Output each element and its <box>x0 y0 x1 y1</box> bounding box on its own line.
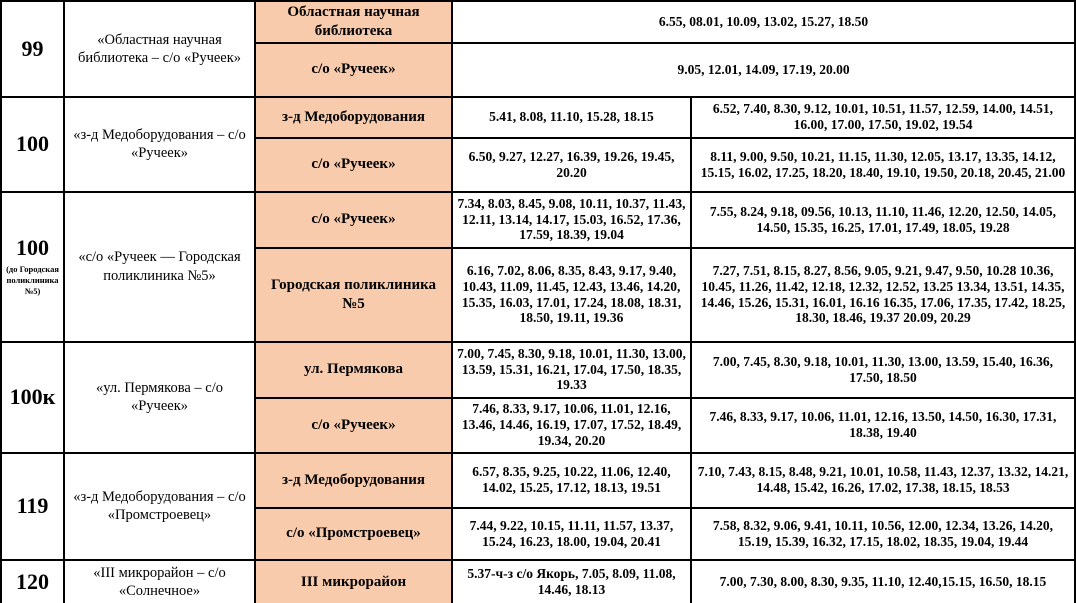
times-cell: 7.55, 8.24, 9.18, 09.56, 10.13, 11.10, 1… <box>690 190 1076 249</box>
times-cell: 6.55, 08.01, 10.09, 13.02, 15.27, 18.50 <box>451 0 1076 44</box>
times-cell: 8.11, 9.00, 9.50, 10.21, 11.15, 11.30, 1… <box>690 136 1076 193</box>
times-cell: 6.16, 7.02, 8.06, 8.35, 8.43, 9.17, 9.40… <box>451 246 692 343</box>
times-cell: 5.37-ч-з с/о Якорь, 7.05, 8.09, 11.08, 1… <box>451 558 692 603</box>
route-description-cell: «з-д Медоборудования – с/о «Промстроевец… <box>63 451 256 561</box>
times-cell: 7.27, 7.51, 8.15, 8.27, 8.56, 9.05, 9.21… <box>690 246 1076 343</box>
table-row: 100к «ул. Пермякова – с/о «Ручеек» ул. Пер… <box>0 340 1076 454</box>
route-number-cell: 100 <box>0 95 65 193</box>
times-cell: 7.46, 8.33, 9.17, 10.06, 11.01, 12.16, 1… <box>451 396 692 454</box>
stop-name-cell: III микрорайон <box>254 558 453 603</box>
route-number: 100к <box>9 383 56 409</box>
route-number: 120 <box>16 568 49 594</box>
table-row: Городская поликлиника №5 6.16, 7.02, 8.06… <box>1 246 1076 343</box>
route-description-cell: «ул. Пермякова – с/о «Ручеек» <box>63 340 256 454</box>
times-cell: 7.00, 7.45, 8.30, 9.18, 10.01, 11.30, 13… <box>451 340 692 399</box>
times-cell: 5.41, 8.08, 11.10, 15.28, 18.15 <box>451 95 692 139</box>
times-cell: 9.05, 12.01, 14.09, 17.19, 20.00 <box>451 41 1076 98</box>
route-description-cell: «III микрорайон – с/о «Солнечное» <box>63 558 256 603</box>
stop-name-cell: Областная научная библиотека <box>254 0 453 44</box>
times-cell: 7.10, 7.43, 8.15, 8.48, 9.21, 10.01, 10.… <box>690 451 1076 509</box>
route-note: (до Городская поликлиника №5) <box>6 263 59 296</box>
table-row: 100 «з-д Медоборудования – с/о «Ручеек» з-… <box>0 95 1076 193</box>
route-description-cell: «з-д Медоборудования – с/о «Ручеек» <box>63 95 256 193</box>
times-cell: 6.57, 8.35, 9.25, 10.22, 11.06, 12.40, 1… <box>451 451 692 509</box>
route-number: 99 <box>21 35 44 61</box>
table-row: 100 (до Городская поликлиника №5) «с/о «Ру… <box>0 190 1076 343</box>
stop-name-cell: с/о «Ручеек» <box>254 136 453 193</box>
route-number-cell: 119 <box>0 451 65 561</box>
route-number-cell: 99 <box>0 0 65 98</box>
times-cell: 7.00, 7.30, 8.00, 8.30, 9.35, 11.10, 12.… <box>690 558 1076 603</box>
table-row: с/о «Ручеек» 9.05, 12.01, 14.09, 17.19, 2… <box>1 41 1076 98</box>
table-row: 119 «з-д Медоборудования – с/о «Промстрое… <box>0 451 1076 561</box>
route-number: 100 <box>16 130 49 156</box>
times-cell: 7.44, 9.22, 10.15, 11.11, 11.57, 13.37, … <box>451 506 692 561</box>
times-cell: 7.34, 8.03, 8.45, 9.08, 10.11, 10.37, 11… <box>451 190 692 249</box>
table-row: с/о «Ручеек» 6.50, 9.27, 12.27, 16.39, 19… <box>1 136 1076 193</box>
stop-name-cell: ул. Пермякова <box>254 340 453 399</box>
times-cell: 6.50, 9.27, 12.27, 16.39, 19.26, 19.45, … <box>451 136 692 193</box>
route-description-cell: «с/о «Ручеек — Городская поликлиника №5» <box>63 190 256 343</box>
times-cell: 6.52, 7.40, 8.30, 9.12, 10.01, 10.51, 11… <box>690 95 1076 139</box>
route-number-cell: 100к <box>0 340 65 454</box>
route-number: 100 <box>16 235 49 261</box>
stop-name-cell: с/о «Ручеек» <box>254 396 453 454</box>
stop-name-cell: с/о «Промстроевец» <box>254 506 453 561</box>
table-row: 120 «III микрорайон – с/о «Солнечное» III … <box>0 558 1076 603</box>
stop-name-cell: с/о «Ручеек» <box>254 190 453 249</box>
route-number: 119 <box>16 492 49 518</box>
times-cell: 7.58, 8.32, 9.06, 9.41, 10.11, 10.56, 12… <box>690 506 1076 561</box>
stop-name-cell: Городская поликлиника №5 <box>254 246 453 343</box>
table-row: с/о «Ручеек» 7.46, 8.33, 9.17, 10.06, 11.… <box>1 396 1076 454</box>
times-cell: 7.00, 7.45, 8.30, 9.18, 10.01, 11.30, 13… <box>690 340 1076 399</box>
times-cell: 7.46, 8.33, 9.17, 10.06, 11.01, 12.16, 1… <box>690 396 1076 454</box>
table-row: 99 «Областная научная библиотека – с/о «Р… <box>0 0 1076 98</box>
route-number-cell: 100 (до Городская поликлиника №5) <box>0 190 65 343</box>
table-row: с/о «Промстроевец» 7.44, 9.22, 10.15, 11.… <box>1 506 1076 561</box>
stop-name-cell: з-д Медоборудования <box>254 95 453 139</box>
stop-name-cell: с/о «Ручеек» <box>254 41 453 98</box>
route-number-cell: 120 <box>0 558 65 603</box>
stop-name-cell: з-д Медоборудования <box>254 451 453 509</box>
route-description-cell: «Областная научная библиотека – с/о «Руч… <box>63 0 256 98</box>
